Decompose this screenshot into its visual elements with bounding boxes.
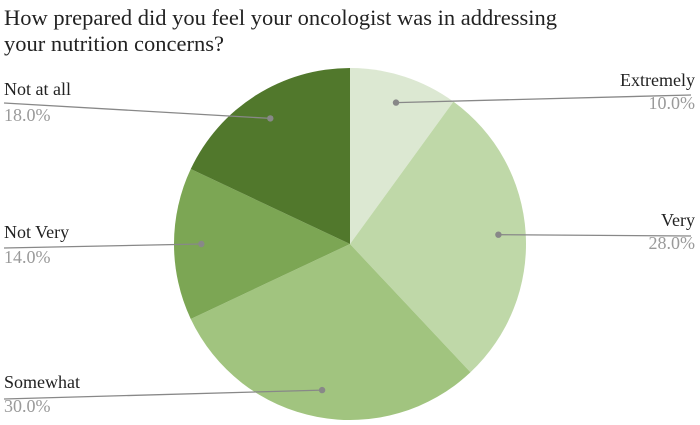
chart-title-line-1: How prepared did you feel your oncologis… — [4, 5, 557, 30]
leader-line-somewhat — [3, 389, 323, 400]
leader-dot-somewhat — [318, 386, 326, 394]
pie-slice-not-at-all — [190, 68, 350, 244]
slice-label-very: Very — [661, 210, 695, 230]
slice-value-not-at-all: 18.0% — [4, 105, 51, 125]
slice-value-not-very: 14.0% — [4, 247, 51, 267]
pie-labels: Extremely 10.0% Very 28.0% Somewhat 30.0% Not … — [3, 70, 696, 416]
pie-slices — [173, 68, 527, 421]
slice-label-somewhat: Somewhat — [4, 372, 80, 392]
leader-dot-not-very — [198, 240, 205, 248]
leader-dot-very — [495, 231, 502, 238]
slice-label-not-at-all: Not at all — [4, 79, 71, 99]
pie-slice-extremely — [350, 68, 454, 244]
slice-value-extremely: 10.0% — [649, 93, 696, 113]
slice-label-extremely: Extremely — [620, 70, 695, 90]
slice-value-very: 28.0% — [649, 233, 696, 253]
leader-dot-not-at-all — [267, 115, 274, 122]
leader-line-not-very — [3, 243, 202, 249]
leader-line-very — [498, 234, 692, 237]
pie-slice-not-very — [173, 169, 350, 319]
leader-dot-extremely — [392, 99, 400, 106]
leader-line-extremely — [395, 94, 692, 104]
slice-label-not-very: Not Very — [4, 222, 69, 242]
slice-value-somewhat: 30.0% — [4, 396, 51, 416]
chart-title-line-2: your nutrition concerns? — [4, 31, 224, 56]
leader-line-not-at-all — [3, 102, 271, 120]
pie-slice-somewhat — [190, 244, 471, 421]
pie-slice-very — [350, 101, 527, 373]
